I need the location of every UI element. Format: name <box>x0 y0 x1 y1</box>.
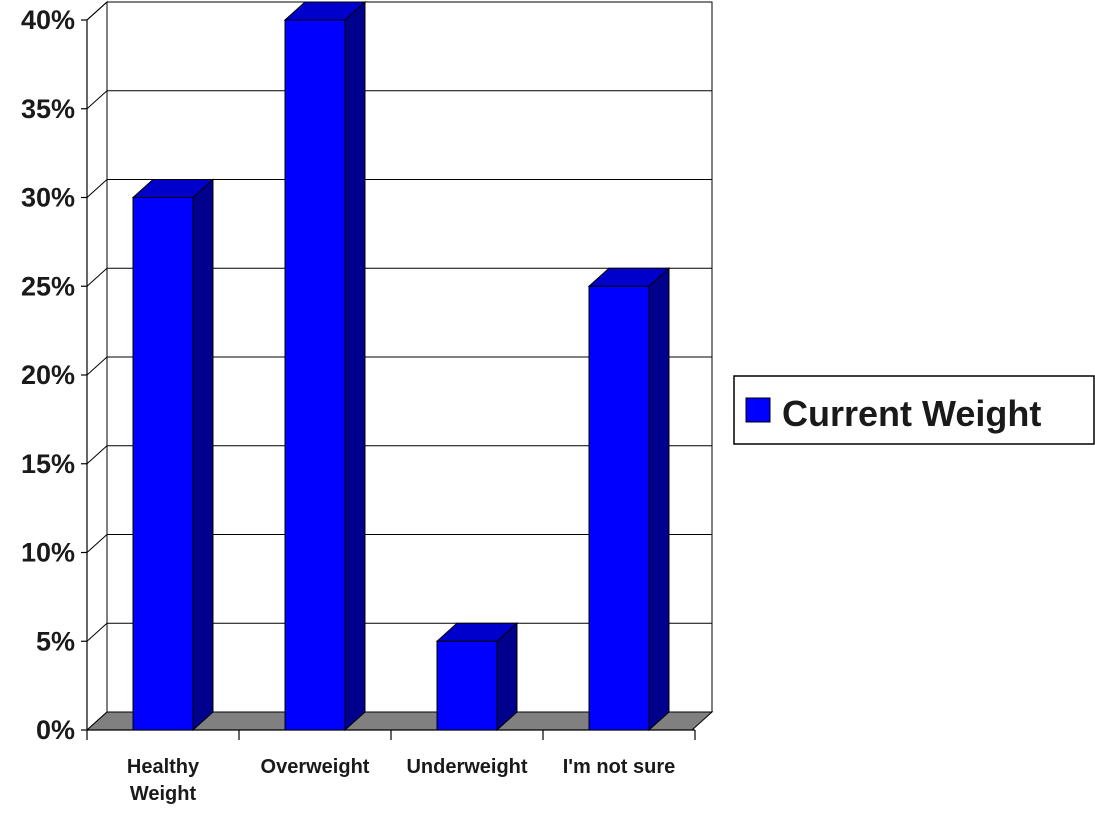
gridline-side <box>86 445 108 465</box>
y-tick-label: 0% <box>36 715 75 745</box>
y-tick-label: 30% <box>21 183 75 213</box>
gridline-side <box>86 1 108 21</box>
gridline-side <box>86 622 108 642</box>
plot-area: 0% 5% 10% 15% 20% 25% 30% 35% 40% Healthy Weight Ov… <box>21 0 714 805</box>
legend-swatch <box>745 397 771 423</box>
y-tick-label: 40% <box>21 5 75 35</box>
bar-side <box>344 0 366 732</box>
bar <box>588 285 650 731</box>
bar <box>132 197 194 731</box>
y-tick-label: 20% <box>21 360 75 390</box>
y-tick-label: 35% <box>21 94 75 124</box>
x-tick-label: Healthy <box>127 756 200 778</box>
bar-side <box>648 267 670 732</box>
legend: Current Weight <box>733 375 1095 445</box>
x-tick-label: Overweight <box>261 756 370 778</box>
gridline-side <box>86 356 108 376</box>
gridline-side <box>86 534 108 553</box>
gridline-side <box>86 90 108 110</box>
gridline-side <box>86 267 108 287</box>
bar-side <box>192 178 214 732</box>
bar-side <box>496 622 518 732</box>
x-tick-label: Underweight <box>406 756 527 778</box>
x-tick-label: I'm not sure <box>563 756 676 778</box>
bar <box>436 640 498 731</box>
bar <box>284 19 346 731</box>
legend-box <box>733 375 1095 445</box>
y-tick-label: 10% <box>21 538 75 568</box>
legend-label-current-weight: Current Weight <box>782 393 1041 434</box>
y-tick-label: 25% <box>21 271 75 301</box>
y-tick-label: 5% <box>36 626 75 656</box>
gridline-side <box>86 179 108 198</box>
x-tick-label: Weight <box>130 783 197 805</box>
y-tick-label: 15% <box>21 449 75 479</box>
